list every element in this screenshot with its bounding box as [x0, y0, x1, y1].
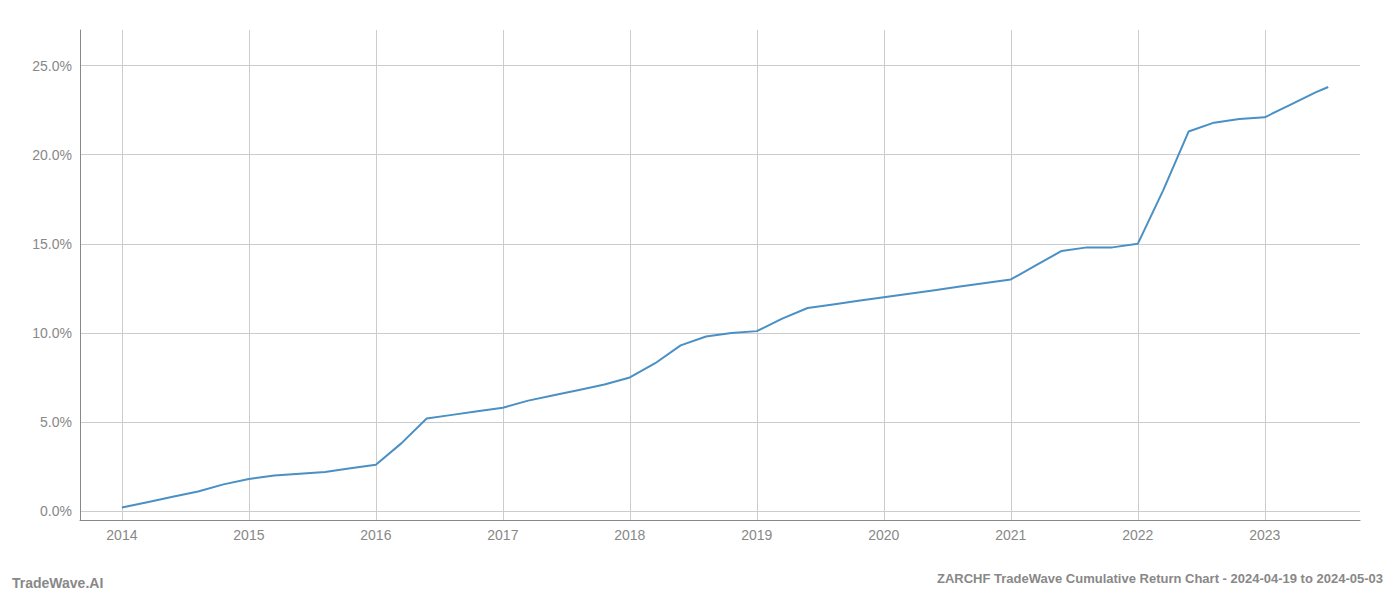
svg-text:5.0%: 5.0%: [40, 414, 72, 430]
svg-text:2014: 2014: [106, 527, 137, 543]
svg-text:2021: 2021: [995, 527, 1026, 543]
svg-text:2015: 2015: [233, 527, 264, 543]
svg-text:2020: 2020: [868, 527, 899, 543]
svg-text:ZARCHF TradeWave Cumulative Re: ZARCHF TradeWave Cumulative Return Chart…: [937, 571, 1383, 586]
svg-text:2017: 2017: [487, 527, 518, 543]
svg-text:TradeWave.AI: TradeWave.AI: [12, 575, 103, 591]
svg-text:2018: 2018: [614, 527, 645, 543]
svg-text:0.0%: 0.0%: [40, 503, 72, 519]
svg-text:2019: 2019: [741, 527, 772, 543]
svg-text:25.0%: 25.0%: [32, 58, 72, 74]
svg-text:15.0%: 15.0%: [32, 236, 72, 252]
svg-text:2023: 2023: [1249, 527, 1280, 543]
svg-text:10.0%: 10.0%: [32, 325, 72, 341]
svg-text:20.0%: 20.0%: [32, 147, 72, 163]
svg-text:2016: 2016: [360, 527, 391, 543]
svg-text:2022: 2022: [1122, 527, 1153, 543]
